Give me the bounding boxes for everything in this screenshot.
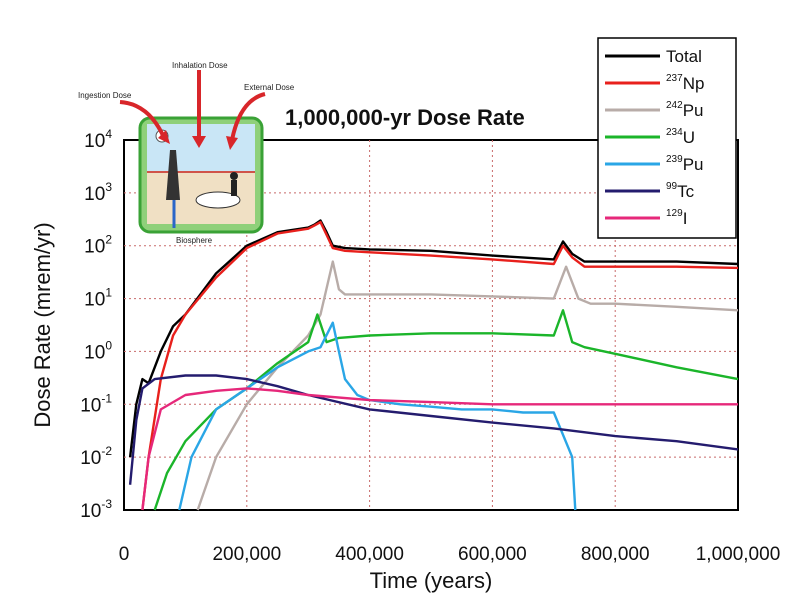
x-axis-ticks: 0 200,000 400,000 600,000 800,000 1,000,000 [119, 544, 781, 565]
series-line-237np [141, 220, 739, 511]
series-lines [128, 219, 739, 511]
series-line-129i [141, 387, 738, 511]
y-tick-label: 103 [84, 180, 112, 205]
windmill-icon [166, 150, 180, 200]
ingestion-dose-label: Ingestion Dose [78, 91, 132, 100]
series-line-99tc [128, 374, 739, 485]
x-tick-label: 400,000 [335, 544, 404, 565]
x-tick-label: 0 [119, 544, 130, 565]
y-tick-label: 100 [84, 338, 112, 363]
legend: Total 237Np 242Pu 234U 239Pu 99Tc 129I [597, 37, 737, 239]
series-line-239pu [178, 321, 577, 511]
y-tick-label: 102 [84, 233, 112, 258]
legend-label: Total [666, 47, 702, 66]
biosphere-inset: Ingestion Dose Inhalation Dose External … [78, 61, 295, 245]
legend-label: 129I [666, 208, 687, 228]
legend-label: 242Pu [666, 100, 703, 120]
ingestion-arrowhead-icon [158, 130, 170, 144]
inhalation-dose-label: Inhalation Dose [172, 61, 228, 70]
external-arrow-icon [230, 92, 266, 141]
person-body-icon [231, 180, 237, 196]
legend-label: 239Pu [666, 154, 703, 174]
x-axis-title: Time (years) [370, 568, 493, 593]
ingestion-arrow-icon [119, 100, 167, 141]
y-tick-label: 10-1 [80, 391, 112, 416]
pond-icon [195, 191, 241, 209]
y-tick-label: 10-3 [80, 497, 112, 522]
legend-box [597, 37, 737, 239]
external-dose-label: External Dose [244, 83, 295, 92]
legend-label: 234U [666, 127, 695, 147]
x-tick-label: 1,000,000 [696, 544, 781, 565]
x-tick-label: 800,000 [581, 544, 650, 565]
person-icon [230, 172, 238, 180]
legend-label: 99Tc [666, 181, 695, 201]
inhalation-arrowhead-icon [192, 136, 206, 148]
biosphere-label: Biosphere [176, 236, 213, 245]
y-tick-label: 101 [84, 286, 112, 311]
external-arrowhead-icon [226, 136, 238, 150]
y-tick-label: 10-2 [80, 444, 112, 469]
x-tick-label: 600,000 [458, 544, 527, 565]
x-tick-label: 200,000 [212, 544, 281, 565]
y-axis-ticks: 10-3 10-2 10-1 100 101 102 103 104 [80, 127, 112, 522]
chart-title: 1,000,000-yr Dose Rate [285, 105, 525, 130]
y-tick-label: 104 [84, 127, 112, 152]
y-axis-title: Dose Rate (mrem/yr) [30, 222, 55, 427]
legend-label: 237Np [666, 73, 704, 93]
